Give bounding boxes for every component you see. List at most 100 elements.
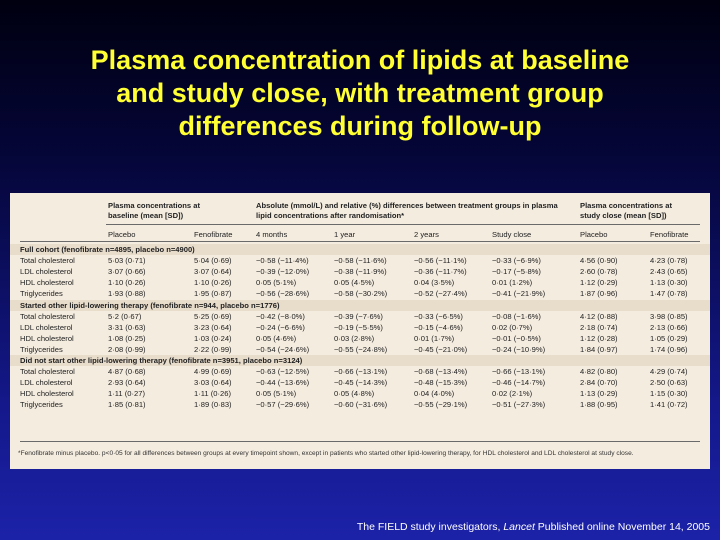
table-cell: 2·84 (0·70) xyxy=(580,378,618,388)
column-header: Placebo xyxy=(108,230,136,239)
section-title: Did not start other lipid-lowering thera… xyxy=(20,356,303,365)
table-cell: 3·23 (0·64) xyxy=(194,322,232,332)
table-cell: 1·12 (0·28) xyxy=(580,333,618,343)
table-cell: 4·99 (0·69) xyxy=(194,367,232,377)
table-cell: 2·13 (0·66) xyxy=(650,322,688,332)
table-cell: −0·45 (−21·0%) xyxy=(414,344,468,354)
table-cell: 0·01 (1·7%) xyxy=(414,333,455,343)
table-cell: 0·04 (3·5%) xyxy=(414,278,455,288)
differences-header-line-2: lipid concentrations after randomisation… xyxy=(256,211,405,220)
table-cell: −0·57 (−29·6%) xyxy=(256,400,310,410)
row-label: Triglycerides xyxy=(20,400,63,410)
table-cell: 2·93 (0·64) xyxy=(108,378,146,388)
section-title: Full cohort (fenofibrate n=4895, placebo… xyxy=(20,245,195,254)
table-cell: 1·13 (0·30) xyxy=(650,278,688,288)
column-header: Fenofibrate xyxy=(650,230,689,239)
table-cell: −0·51 (−27·3%) xyxy=(492,400,546,410)
close-header-line-1: Plasma concentrations at xyxy=(580,201,673,210)
table-cell: −0·24 (−6·6%) xyxy=(256,322,305,332)
table-cell: −0·38 (−11·9%) xyxy=(334,267,387,277)
table-cell: 0·05 (4·5%) xyxy=(334,278,375,288)
table-cell: 2·43 (0·65) xyxy=(650,267,688,277)
table-cell: −0·56 (−11·1%) xyxy=(414,256,467,266)
table-cell: −0·68 (−13·4%) xyxy=(414,367,468,377)
row-label: Total cholesterol xyxy=(20,256,75,266)
table-cell: −0·58 (−11·6%) xyxy=(334,256,387,266)
table-cell: 3·07 (0·66) xyxy=(108,267,146,277)
citation-date: Published online November 14, 2005 xyxy=(534,521,710,533)
row-label: Total cholesterol xyxy=(20,367,75,377)
table-cell: 3·31 (0·63) xyxy=(108,322,146,332)
citation: The FIELD study investigators, Lancet Pu… xyxy=(357,521,710,533)
row-label: Triglycerides xyxy=(20,344,63,354)
baseline-header-line-2: baseline (mean [SD]) xyxy=(108,211,184,220)
row-label: Total cholesterol xyxy=(20,311,75,321)
row-label: LDL cholesterol xyxy=(20,322,73,332)
table-cell: −0·01 (−0·5%) xyxy=(492,333,541,343)
table-cell: 5·03 (0·71) xyxy=(108,256,146,266)
table-cell: −0·66 (−13·1%) xyxy=(334,367,388,377)
table-cell: 5·2 (0·67) xyxy=(108,311,142,321)
column-header: 2 years xyxy=(414,230,439,239)
table-cell: −0·63 (−12·5%) xyxy=(256,367,310,377)
table-cell: 1·11 (0·27) xyxy=(108,389,146,399)
table-cell: 1·74 (0·96) xyxy=(650,344,688,354)
table-cell: 0·05 (5·1%) xyxy=(256,389,297,399)
row-label: HDL cholesterol xyxy=(20,333,74,343)
column-header: 4 months xyxy=(256,230,288,239)
table-cell: −0·55 (−24·8%) xyxy=(334,344,388,354)
table-cell: 2·08 (0·99) xyxy=(108,344,146,354)
header-rule xyxy=(106,224,700,225)
column-header: Placebo xyxy=(580,230,608,239)
table-cell: −0·33 (−6·5%) xyxy=(414,311,463,321)
section-band xyxy=(10,355,710,366)
table-cell: 1·41 (0·72) xyxy=(650,400,688,410)
table-cell: 1·03 (0·24) xyxy=(194,333,232,343)
lipid-table: Plasma concentrations at baseline (mean … xyxy=(10,193,710,469)
table-cell: 2·22 (0·99) xyxy=(194,344,232,354)
table-cell: 4·56 (0·90) xyxy=(580,256,618,266)
row-label: LDL cholesterol xyxy=(20,267,73,277)
baseline-group-header: Plasma concentrations at baseline (mean … xyxy=(108,201,200,221)
table-cell: 1·15 (0·30) xyxy=(650,389,688,399)
table-cell: 3·07 (0·64) xyxy=(194,267,232,277)
close-header-line-2: study close (mean [SD]) xyxy=(580,211,667,220)
column-header: Fenofibrate xyxy=(194,230,233,239)
slide-title: Plasma concentration of lipids at baseli… xyxy=(20,44,700,143)
table-cell: 0·05 (5·1%) xyxy=(256,278,297,288)
table-cell: −0·56 (−28·6%) xyxy=(256,289,310,299)
section-band xyxy=(10,299,710,311)
table-cell: 1·88 (0·95) xyxy=(580,400,618,410)
table-cell: 1·89 (0·83) xyxy=(194,400,232,410)
section-title: Started other lipid-lowering therapy (fe… xyxy=(20,300,280,310)
baseline-header-line-1: Plasma concentrations at xyxy=(108,201,201,210)
table-cell: 4·87 (0·68) xyxy=(108,367,146,377)
table-cell: 3·98 (0·85) xyxy=(650,311,688,321)
table-cell: 0·02 (0·7%) xyxy=(492,322,533,332)
differences-group-header: Absolute (mmol/L) and relative (%) diffe… xyxy=(256,201,558,221)
table-cell: −0·60 (−31·6%) xyxy=(334,400,388,410)
table-cell: 4·82 (0·80) xyxy=(580,367,618,377)
table-cell: −0·08 (−1·6%) xyxy=(492,311,541,321)
table-cell: 1·05 (0·29) xyxy=(650,333,688,343)
table-cell: −0·19 (−5·5%) xyxy=(334,322,383,332)
table-cell: 1·13 (0·29) xyxy=(580,389,618,399)
row-label: HDL cholesterol xyxy=(20,389,74,399)
table-cell: −0·36 (−11·7%) xyxy=(414,267,467,277)
section-band xyxy=(10,244,710,255)
table-cell: 1·93 (0·88) xyxy=(108,289,146,299)
table-cell: 1·10 (0·26) xyxy=(108,278,146,288)
table-cell: −0·33 (−6·9%) xyxy=(492,256,541,266)
table-cell: −0·39 (−7·6%) xyxy=(334,311,383,321)
table-cell: 0·04 (4·0%) xyxy=(414,389,455,399)
table-cell: 1·87 (0·96) xyxy=(580,289,618,299)
table-cell: −0·39 (−12·0%) xyxy=(256,267,310,277)
table-cell: −0·41 (−21·9%) xyxy=(492,289,546,299)
table-cell: −0·42 (−8·0%) xyxy=(256,311,305,321)
table-cell: −0·15 (−4·6%) xyxy=(414,322,463,332)
close-group-header: Plasma concentrations at study close (me… xyxy=(580,201,672,221)
table-cell: 1·84 (0·97) xyxy=(580,344,618,354)
table-cell: −0·58 (−30·2%) xyxy=(334,289,388,299)
table-cell: −0·24 (−10·9%) xyxy=(492,344,546,354)
title-line-2: and study close, with treatment group xyxy=(116,78,604,108)
